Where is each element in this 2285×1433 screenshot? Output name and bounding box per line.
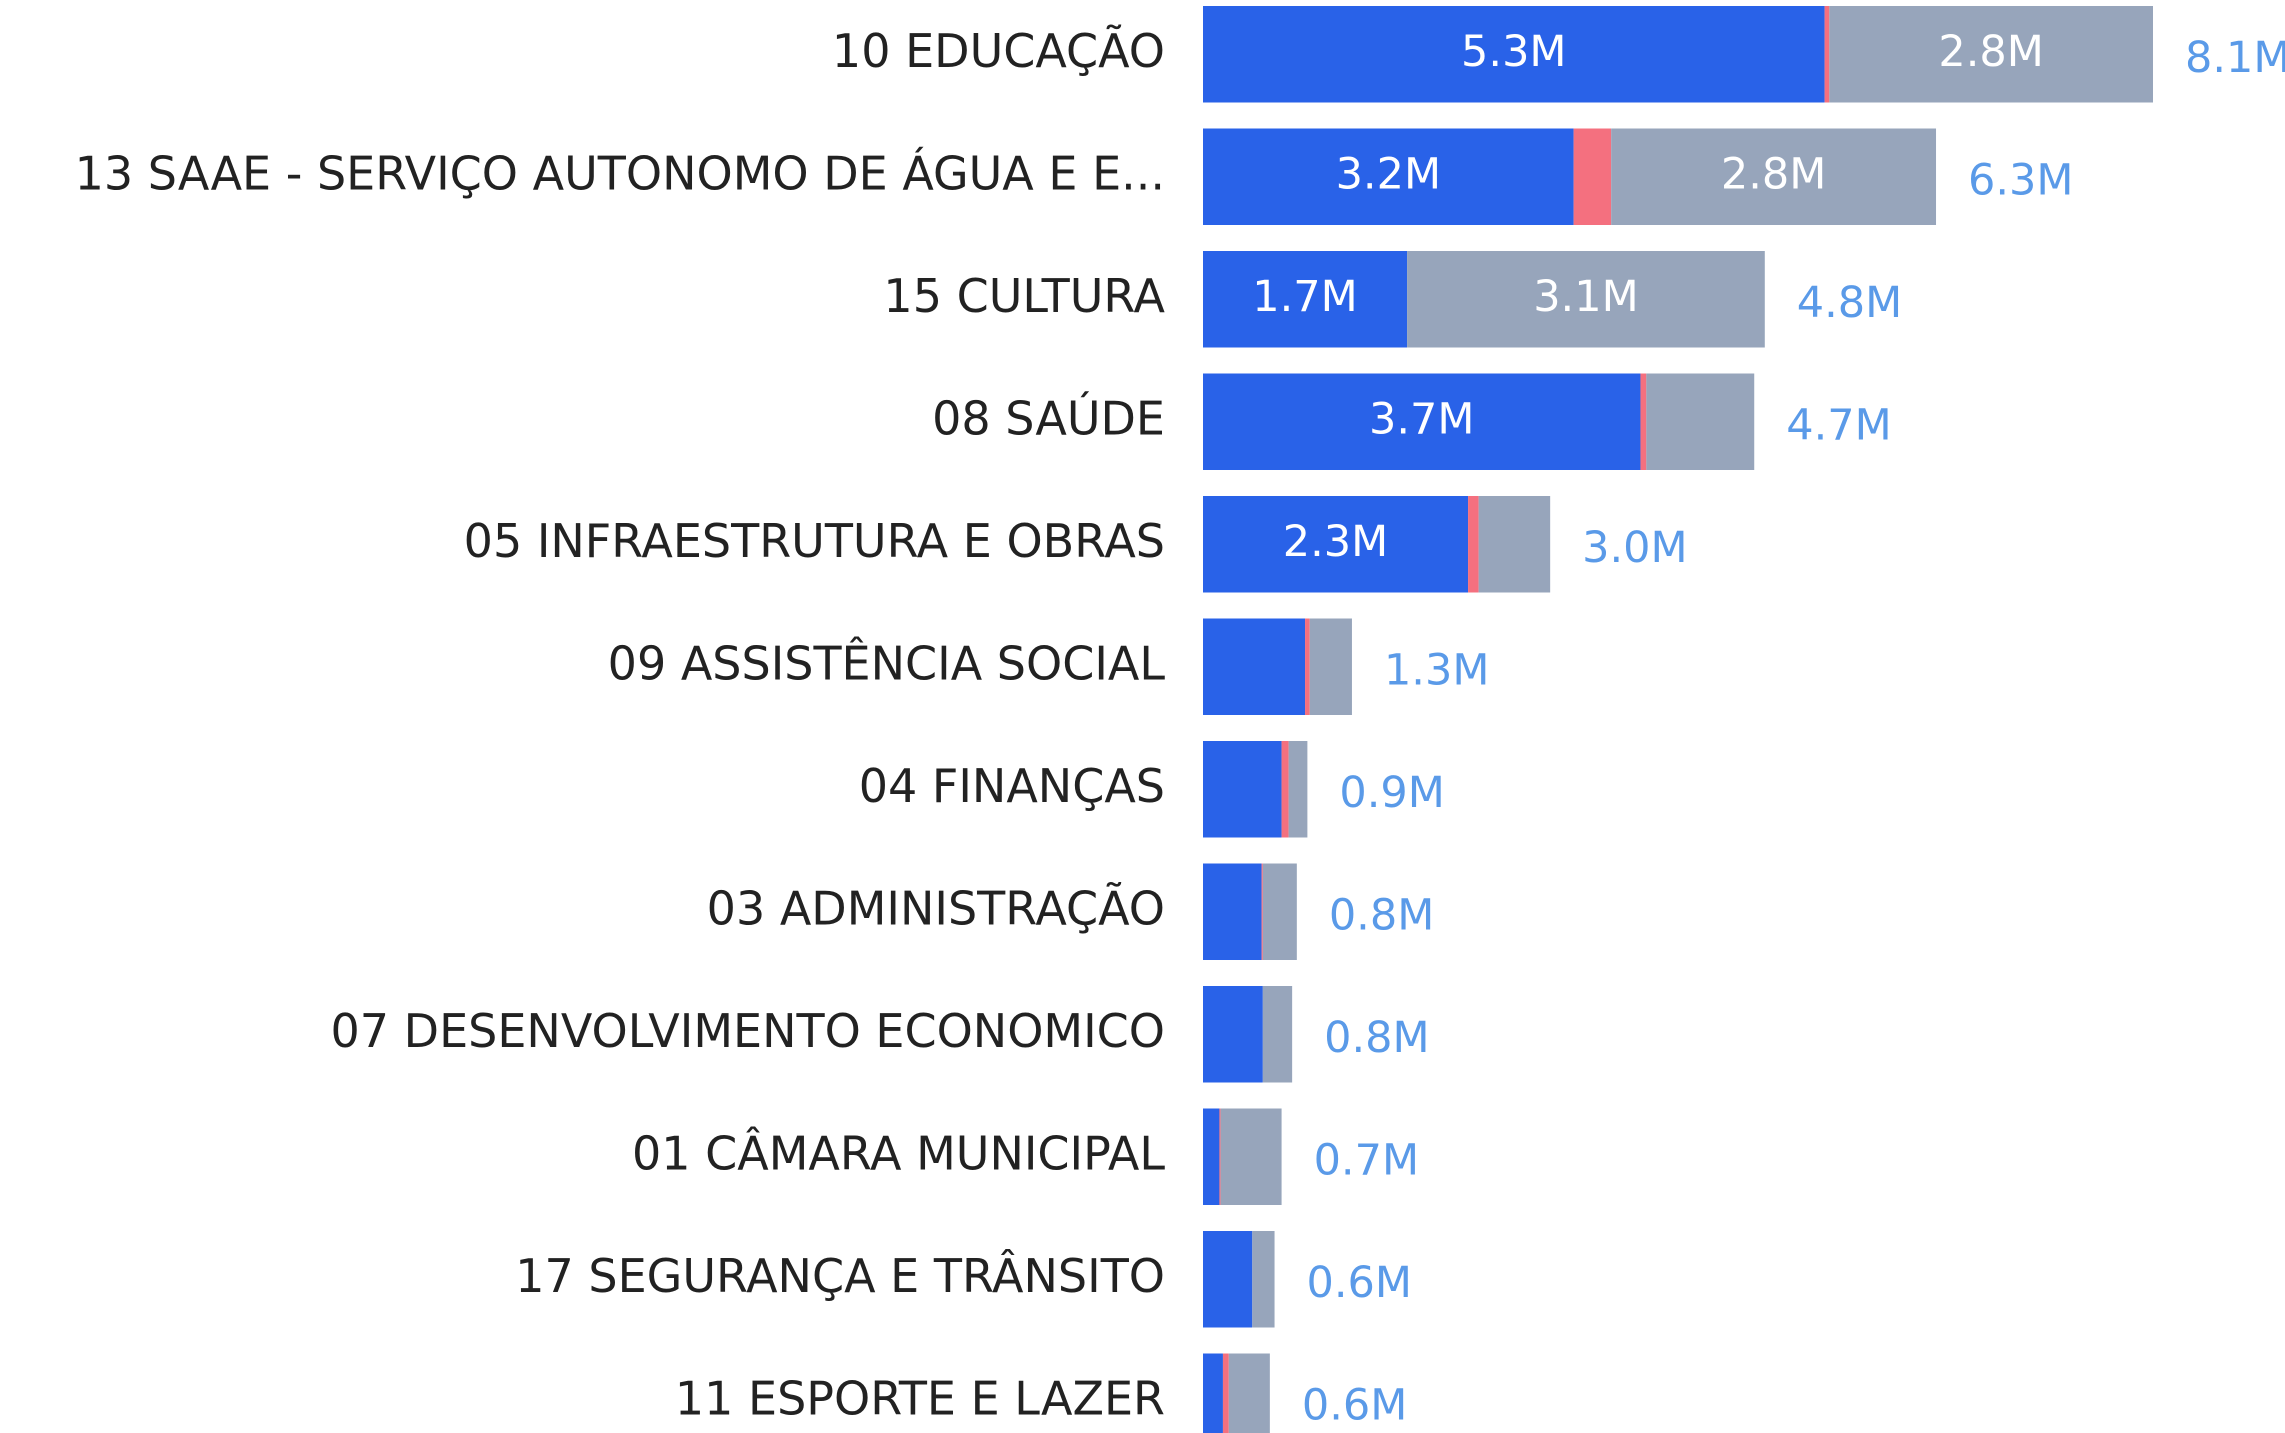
bar-segment xyxy=(1824,6,1830,103)
bar-segment xyxy=(1611,128,1937,225)
category-label: 09 ASSISTÊNCIA SOCIAL xyxy=(608,636,1166,690)
total-label: 4.7M xyxy=(1786,400,1891,450)
bar-segment xyxy=(1203,741,1282,838)
bar-segment xyxy=(1288,741,1308,838)
segment-label: 3.2M xyxy=(1336,149,1441,199)
bar-segment xyxy=(1203,373,1641,470)
bar-segment xyxy=(1222,1353,1229,1433)
bar-segment xyxy=(1203,1353,1223,1433)
category-label: 04 FINANÇAS xyxy=(859,759,1165,813)
category-label: 07 DESENVOLVIMENTO ECONOMICO xyxy=(331,1004,1165,1058)
total-label: 0.6M xyxy=(1302,1380,1407,1430)
segment-label: 5.3M xyxy=(1461,27,1566,77)
bar-segment xyxy=(1468,496,1479,593)
bar-segment xyxy=(1261,863,1263,960)
category-label: 13 SAAE - SERVIÇO AUTONOMO DE ÁGUA E E..… xyxy=(75,146,1165,200)
bar-segment xyxy=(1203,251,1408,348)
category-label: 11 ESPORTE E LAZER xyxy=(675,1371,1165,1425)
bar-segment xyxy=(1219,1108,1221,1205)
total-label: 0.8M xyxy=(1324,1013,1429,1063)
category-label: 01 CÂMARA MUNICIPAL xyxy=(632,1126,1165,1180)
bar-segment xyxy=(1478,496,1551,593)
bar-segment xyxy=(1309,618,1352,715)
bar-segment xyxy=(1407,251,1765,348)
category-label: 17 SEGURANÇA E TRÂNSITO xyxy=(515,1249,1165,1303)
bar-segment xyxy=(1305,618,1310,715)
total-label: 4.8M xyxy=(1797,278,1902,328)
category-label: 10 EDUCAÇÃO xyxy=(832,24,1165,78)
bar-segment xyxy=(1281,741,1289,838)
total-label: 0.6M xyxy=(1307,1258,1412,1308)
category-label: 05 INFRAESTRUTURA E OBRAS xyxy=(464,514,1165,568)
bar-segment xyxy=(1573,128,1612,225)
total-label: 0.7M xyxy=(1314,1135,1419,1185)
bar-segment xyxy=(1220,1108,1282,1205)
total-label: 0.8M xyxy=(1329,890,1434,940)
total-label: 8.1M xyxy=(2185,33,2285,83)
bar-segment xyxy=(1203,1231,1253,1328)
segment-label: 3.7M xyxy=(1369,394,1474,444)
bar-segment xyxy=(1829,6,2153,103)
total-label: 3.0M xyxy=(1582,523,1687,573)
bar-segment xyxy=(1262,986,1293,1083)
segment-label: 2.8M xyxy=(1938,27,2043,77)
bar-segment xyxy=(1252,1231,1275,1328)
bar-segment xyxy=(1203,496,1469,593)
segment-label: 2.8M xyxy=(1721,149,1826,199)
total-label: 6.3M xyxy=(1968,155,2073,205)
bar-segment xyxy=(1228,1353,1270,1433)
bar-segment xyxy=(1203,863,1262,960)
bar-segment xyxy=(1203,6,1825,103)
total-label: 0.9M xyxy=(1339,768,1444,818)
total-label: 1.3M xyxy=(1384,645,1489,695)
bar-segment xyxy=(1203,1108,1220,1205)
segment-label: 1.7M xyxy=(1252,272,1357,322)
bar-segment xyxy=(1262,863,1297,960)
bar-segment xyxy=(1646,373,1755,470)
bar-segment xyxy=(1203,128,1574,225)
segment-label: 3.1M xyxy=(1533,272,1638,322)
category-label: 15 CULTURA xyxy=(883,269,1165,323)
segment-label: 2.3M xyxy=(1283,517,1388,567)
bar-segment xyxy=(1640,373,1647,470)
bar-segment xyxy=(1203,986,1263,1083)
category-label: 08 SAÚDE xyxy=(932,391,1165,445)
category-label: 03 ADMINISTRAÇÃO xyxy=(707,881,1165,935)
bar-segment xyxy=(1203,618,1306,715)
